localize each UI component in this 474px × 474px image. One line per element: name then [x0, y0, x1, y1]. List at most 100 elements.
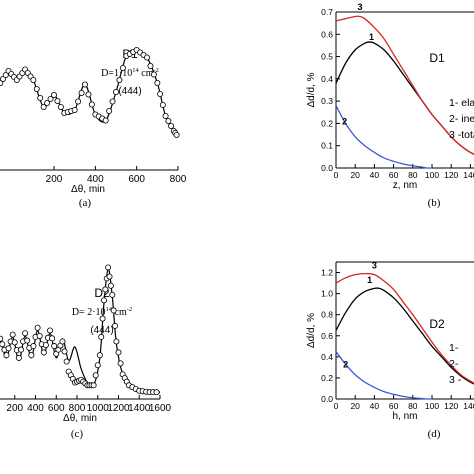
data-point-a-18-2 — [168, 123, 175, 130]
x-tick-label-b-7: 140 — [463, 170, 474, 180]
data-point-c-17-2 — [99, 315, 106, 322]
x-tick-label-d-7: 140 — [463, 401, 474, 411]
x-tick-label-c-0: 200 — [6, 403, 23, 414]
annotation-title-d: D2 — [429, 317, 445, 331]
data-point-a-18-0 — [162, 113, 169, 120]
legend-item-b-0: 1- ela — [449, 97, 474, 109]
y-tick-label-d-1: 0.2 — [321, 373, 333, 383]
data-point-c-21-1 — [115, 349, 122, 356]
data-point-a-7-1 — [54, 98, 61, 105]
data-point-c-3-1 — [11, 339, 18, 346]
x-tick-label-c-2: 600 — [48, 403, 65, 414]
y-tick-label-b-3: 0.3 — [321, 96, 333, 106]
data-point-c-21-2 — [117, 360, 124, 367]
data-point-a-1-1 — [0, 76, 7, 83]
data-point-a-13-0 — [113, 89, 120, 96]
data-point-a-5-0 — [30, 77, 37, 84]
data-point-a-16-1 — [147, 63, 154, 70]
data-point-a-6-0 — [40, 104, 47, 111]
data-point-a-1-2 — [2, 72, 9, 79]
x-tick-label-b-1: 20 — [350, 170, 360, 180]
data-point-c-6-0 — [28, 352, 35, 359]
data-point-a-6-2 — [47, 96, 54, 103]
data-point-c-3-0 — [9, 331, 16, 338]
y-tick-label-d-2: 0.4 — [321, 352, 333, 362]
panel-label-b: (b) — [428, 197, 441, 209]
y-tick-label-d-6: 1.2 — [321, 268, 333, 278]
x-axis-label-d: h, nm — [392, 411, 417, 422]
curve-label-d-1: 2 — [343, 359, 348, 369]
x-tick-label-a-2: 600 — [128, 174, 145, 185]
data-point-a-18-1 — [165, 118, 172, 125]
data-point-a-9-0 — [71, 107, 78, 114]
panel-label-c: (c) — [71, 428, 84, 440]
data-point-a-5-2 — [37, 95, 44, 102]
data-point-c-21-0 — [113, 338, 120, 345]
annotation-reflection-a: (444) — [118, 86, 141, 97]
y-tick-label-b-6: 0.6 — [321, 29, 333, 39]
data-point-c-18-1 — [102, 286, 109, 293]
data-point-a-10-0 — [82, 81, 89, 88]
series-line-d-1 — [335, 287, 474, 385]
x-tick-label-d-1: 20 — [350, 401, 360, 411]
x-tick-label-b-0: 0 — [334, 170, 339, 180]
y-tick-label-d-4: 0.8 — [321, 310, 333, 320]
data-point-c-2-1 — [5, 345, 12, 352]
x-tick-label-d-2: 40 — [370, 401, 380, 411]
data-point-a-12-0 — [102, 117, 109, 124]
data-point-c-11-0 — [59, 338, 66, 345]
data-point-a-16-2 — [150, 71, 157, 78]
x-tick-label-c-5: 1200 — [107, 403, 130, 414]
x-tick-label-b-6: 120 — [444, 170, 458, 180]
data-point-a-17-1 — [157, 91, 164, 98]
x-tick-label-d-0: 0 — [334, 401, 339, 411]
annotation-title-b: D1 — [429, 51, 445, 65]
x-tick-label-d-3: 60 — [389, 401, 399, 411]
x-axis-label-b: z, nm — [393, 180, 417, 191]
y-tick-label-b-2: 0.2 — [321, 118, 333, 128]
data-point-c-19-1 — [106, 273, 113, 280]
legend-item-d-0: 1- — [449, 342, 459, 354]
data-point-c-25-2 — [153, 389, 160, 396]
data-point-c-5-0 — [22, 330, 29, 337]
series-line-b-3 — [335, 15, 474, 155]
y-axis-label-b: Δd/d, % — [306, 72, 317, 107]
data-point-a-9-2 — [78, 90, 85, 97]
data-point-a-9-1 — [75, 98, 82, 105]
curve-label-d-2: 3 — [372, 260, 377, 270]
x-tick-label-b-2: 40 — [370, 170, 380, 180]
data-point-c-7-1 — [36, 332, 43, 339]
y-tick-label-d-3: 0.6 — [321, 331, 333, 341]
data-point-c-9-0 — [47, 327, 54, 334]
panel-label-a: (a) — [79, 197, 92, 209]
data-point-c-8-0 — [40, 349, 47, 356]
data-point-a-7-2 — [57, 104, 64, 111]
data-point-a-10-1 — [85, 91, 92, 98]
data-point-a-10-2 — [88, 101, 95, 108]
data-point-c-20-2 — [112, 322, 119, 329]
data-point-c-16-0 — [90, 382, 97, 389]
y-tick-label-d-5: 1.0 — [321, 289, 333, 299]
data-point-c-17-1 — [98, 333, 105, 340]
x-axis-label-a: Δθ, min — [71, 184, 105, 195]
series-line-b-2 — [335, 105, 433, 169]
data-point-a-17-2 — [159, 102, 166, 109]
data-point-c-2-0 — [3, 352, 10, 359]
panel-label-d: (d) — [428, 428, 441, 440]
x-tick-label-c-3: 800 — [69, 403, 86, 414]
data-point-c-6-1 — [30, 343, 37, 350]
data-point-c-9-2 — [51, 343, 58, 350]
annotation-dose-a: D=1·1014 cm-2 — [101, 67, 159, 79]
curve-label-b-0: 1 — [369, 32, 374, 42]
x-tick-label-c-4: 1000 — [87, 403, 110, 414]
y-axis-label-d: Δd/d, % — [306, 313, 317, 348]
x-tick-label-a-3: 800 — [170, 174, 187, 185]
data-point-c-8-1 — [42, 342, 49, 349]
x-tick-label-b-4: 80 — [408, 170, 418, 180]
legend-item-b-1: 2- ine — [449, 113, 474, 125]
y-tick-label-d-0: 0.0 — [321, 394, 333, 404]
data-point-a-5-1 — [33, 86, 40, 93]
x-tick-label-d-4: 80 — [408, 401, 418, 411]
data-point-c-16-1 — [92, 372, 99, 379]
data-point-a-13-2 — [119, 65, 126, 72]
